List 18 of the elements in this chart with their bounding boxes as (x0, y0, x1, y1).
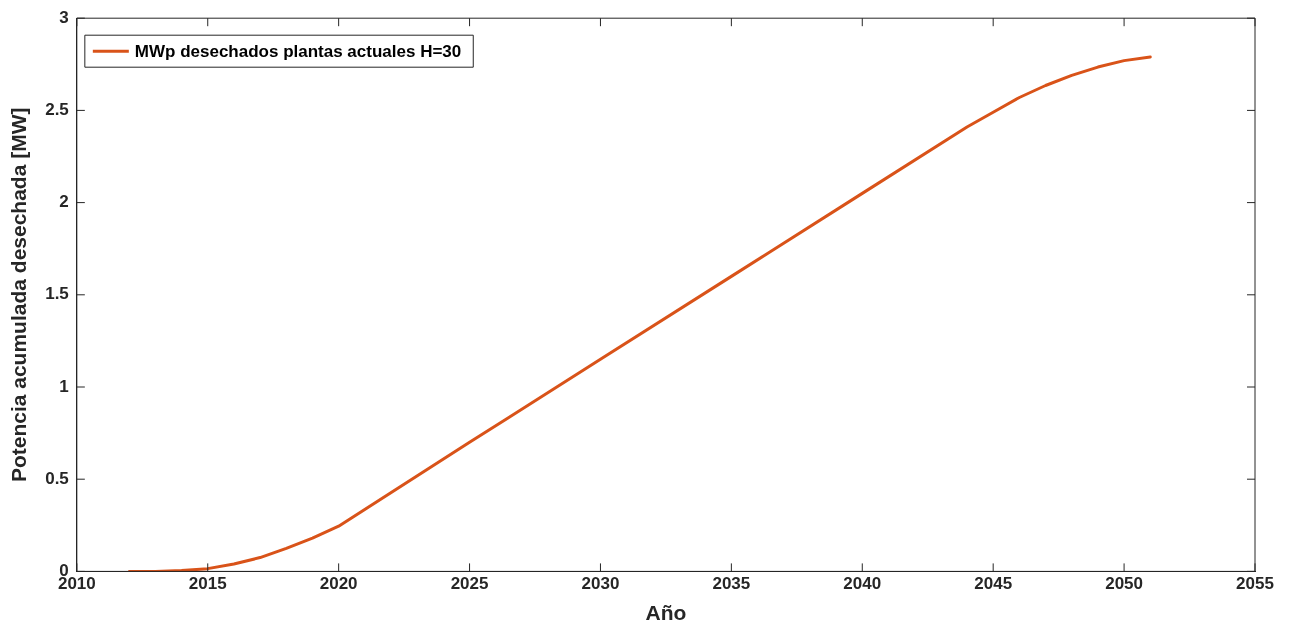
x-tick-label: 2030 (581, 574, 620, 594)
y-tick-label: 1.5 (45, 284, 69, 304)
x-tick-label: 2045 (974, 574, 1013, 594)
y-tick-label: 2.5 (45, 100, 69, 120)
x-tick-label: 2035 (712, 574, 751, 594)
y-tick-label: 1 (59, 376, 69, 396)
x-tick-label: 2025 (450, 574, 489, 594)
y-tick-label: 0.5 (45, 468, 69, 488)
x-tick-label: 2020 (319, 574, 358, 594)
x-tick-label: 2050 (1105, 574, 1144, 594)
x-tick-label: 2040 (843, 574, 882, 594)
x-tick-label: 2055 (1236, 574, 1274, 594)
y-tick-label: 3 (59, 7, 69, 27)
x-axis-title: Año (645, 601, 687, 625)
y-tick-label: 2 (59, 192, 69, 212)
legend-label: MWp desechados plantas actuales H=30 (134, 41, 462, 61)
x-tick-label: 2015 (188, 574, 227, 594)
y-axis-title: Potencia acumulada desechada [MW] (7, 107, 31, 483)
